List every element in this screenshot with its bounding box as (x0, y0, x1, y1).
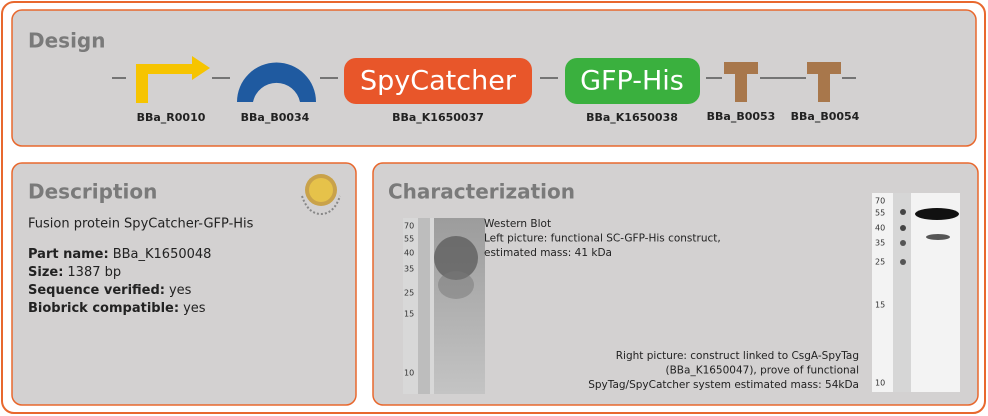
part-code: BBa_K1650037 (392, 111, 484, 124)
ladder-label: 70 (875, 197, 885, 206)
ladder-label: 10 (875, 379, 885, 388)
left-blot (403, 218, 485, 394)
cds-label: GFP-His (580, 66, 684, 97)
caption-line: Left picture: functional SC-GFP-His cons… (484, 233, 721, 245)
ladder-label: 35 (404, 265, 414, 274)
ladder-label: 15 (404, 310, 414, 319)
part-code: BBa_R0010 (137, 111, 206, 124)
ladder-label: 25 (875, 258, 885, 267)
caption-line: SpyTag/SpyCatcher system estimated mass:… (588, 379, 859, 391)
caption-line: estimated mass: 41 kDa (484, 247, 612, 259)
characterization-panel (372, 162, 979, 406)
description-panel (11, 162, 357, 406)
terminator-icon (724, 62, 758, 102)
field-label: Sequence verified: (28, 283, 165, 298)
medal-icon (301, 174, 341, 216)
field: Size: 1387 bp (28, 265, 121, 280)
field-value: yes (183, 301, 206, 316)
characterization-title: Characterization (388, 180, 575, 204)
field: Part name: BBa_K1650048 (28, 247, 211, 262)
rbs-icon (237, 62, 316, 102)
field-value: yes (169, 283, 192, 298)
cds-box (344, 58, 532, 104)
field-label: Biobrick compatible: (28, 301, 179, 316)
ladder-label: 15 (875, 301, 885, 310)
ladder-label: 55 (875, 209, 885, 218)
ladder-label: 55 (404, 235, 414, 244)
caption-line: Right picture: construct linked to CsgA-… (616, 350, 859, 362)
field: Sequence verified: yes (28, 283, 192, 298)
field-label: Size: (28, 265, 63, 280)
cds-label: SpyCatcher (360, 66, 517, 97)
ladder-label: 40 (875, 224, 885, 233)
ladder-label: 25 (404, 289, 414, 298)
field-value: BBa_K1650048 (113, 247, 212, 262)
field-label: Part name: (28, 247, 109, 262)
field-value: 1387 bp (67, 265, 121, 280)
part-code: BBa_K1650038 (586, 111, 678, 124)
caption-line: (BBa_K1650047), prove of functional (666, 365, 860, 377)
terminator-icon (807, 62, 841, 102)
summary: Fusion protein SpyCatcher-GFP-His (28, 217, 254, 232)
design-title: Design (28, 29, 105, 53)
right-blot (872, 193, 960, 392)
ladder-label: 70 (404, 222, 414, 231)
part-code: BBa_B0053 (707, 110, 776, 123)
cds-box (565, 58, 700, 104)
ladder-label: 35 (875, 239, 885, 248)
ladder-label: 10 (404, 369, 414, 378)
caption-line: Western Blot (484, 218, 551, 230)
part-code: BBa_B0034 (241, 111, 310, 124)
promoter-icon (136, 56, 210, 103)
field: Biobrick compatible: yes (28, 301, 206, 316)
description-title: Description (28, 180, 157, 204)
ladder-label: 40 (404, 249, 414, 258)
part-code: BBa_B0054 (791, 110, 860, 123)
